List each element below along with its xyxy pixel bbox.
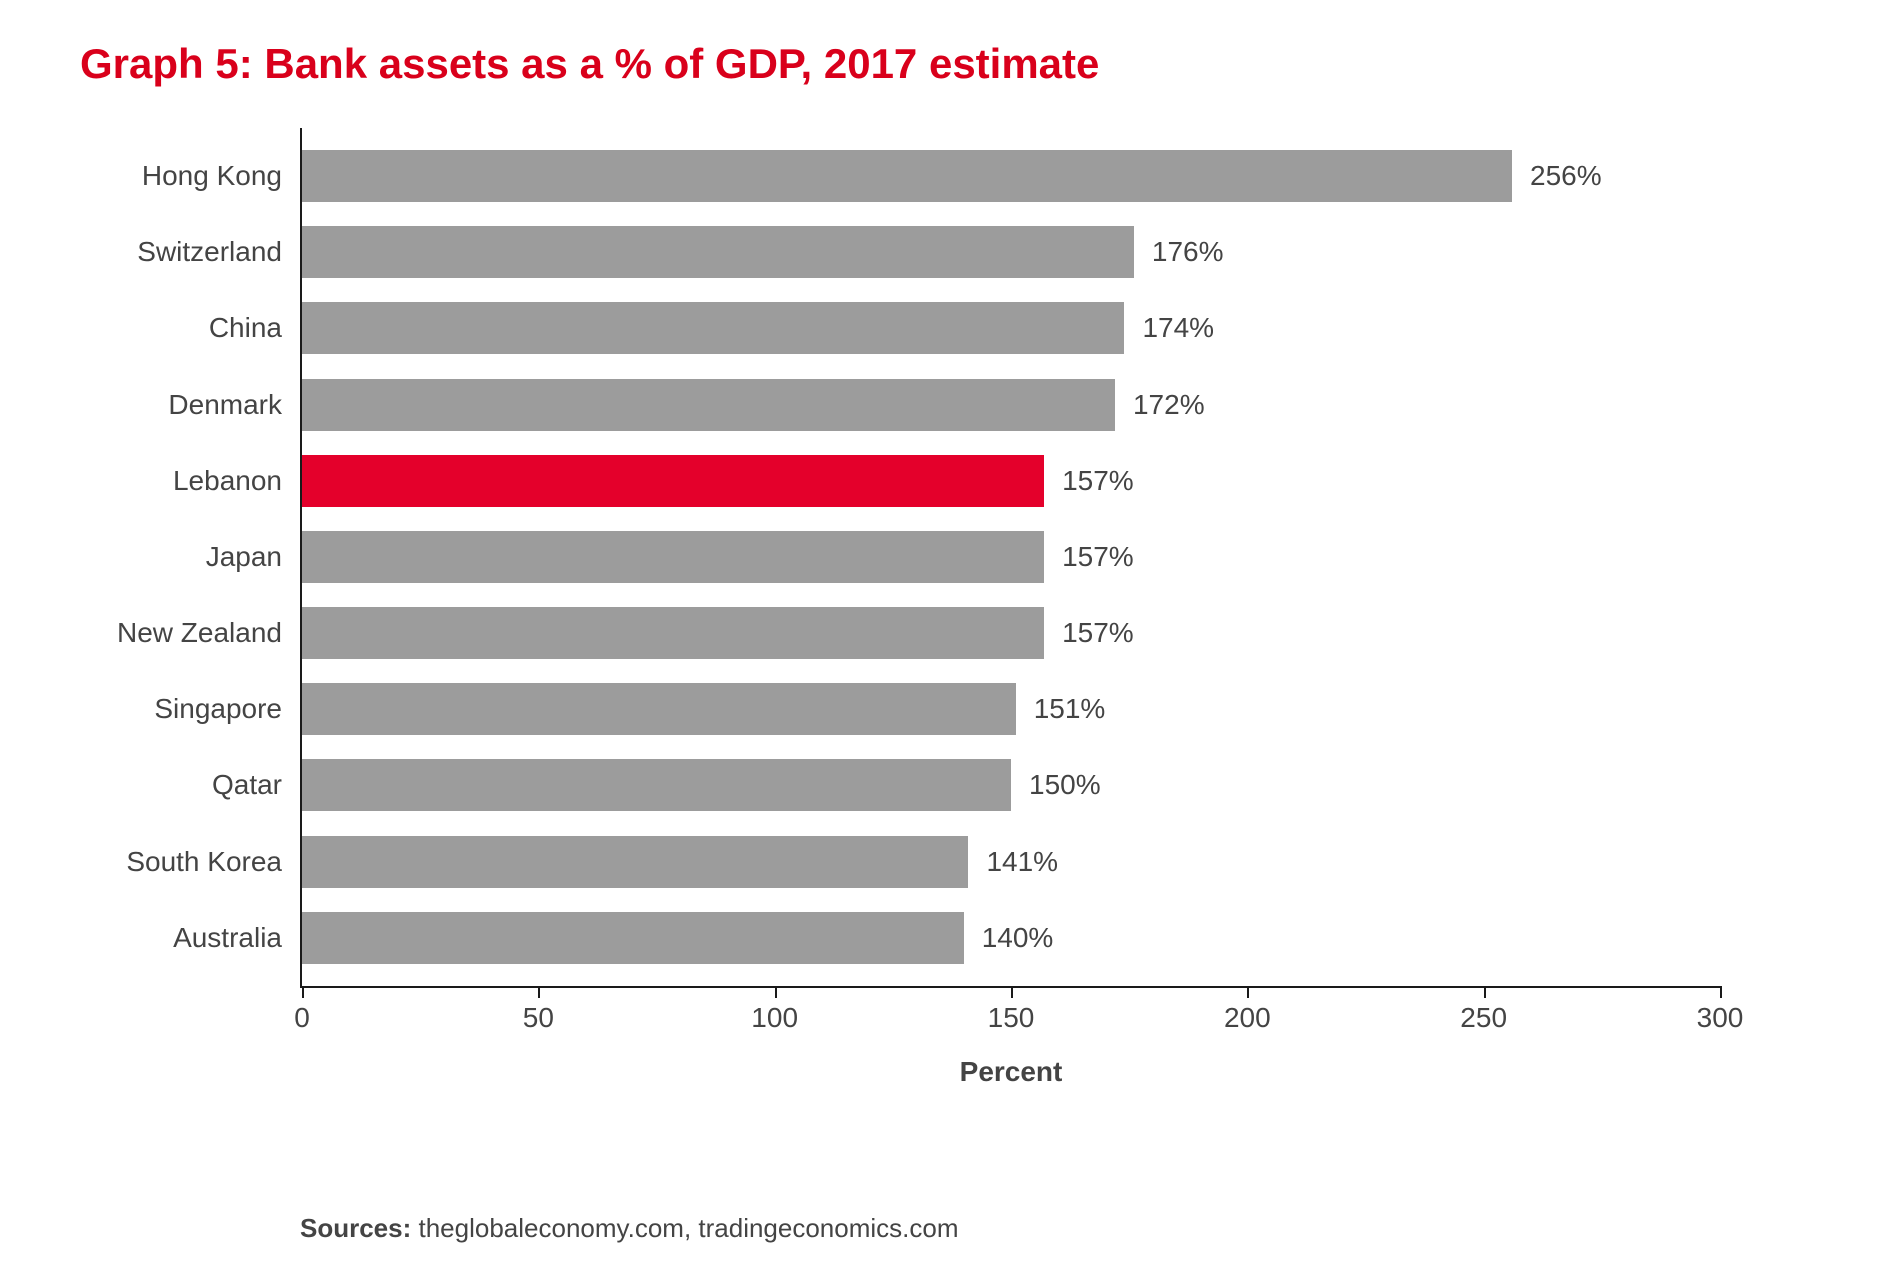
tick-label: 250 (1460, 1002, 1507, 1034)
chart-title: Graph 5: Bank assets as a % of GDP, 2017… (80, 40, 1820, 88)
value-label: 150% (1011, 769, 1101, 801)
tick-mark (775, 986, 777, 998)
bar-row: Hong Kong256% (302, 150, 1720, 202)
category-label: Lebanon (173, 465, 302, 497)
bar: 151% (302, 683, 1016, 735)
tick-mark (538, 986, 540, 998)
category-label: Hong Kong (142, 160, 302, 192)
tick-label: 200 (1224, 1002, 1271, 1034)
category-label: South Korea (126, 846, 302, 878)
bar: 157% (302, 531, 1044, 583)
bar: 256% (302, 150, 1512, 202)
value-label: 157% (1044, 617, 1134, 649)
category-label: Singapore (154, 693, 302, 725)
bar: 172% (302, 379, 1115, 431)
bar: 140% (302, 912, 964, 964)
value-label: 151% (1016, 693, 1106, 725)
tick-mark (1011, 986, 1013, 998)
tick-mark (1247, 986, 1249, 998)
value-label: 157% (1044, 541, 1134, 573)
bar: 157% (302, 455, 1044, 507)
category-label: Japan (206, 541, 302, 573)
category-label: Australia (173, 922, 302, 954)
bar: 176% (302, 226, 1134, 278)
bar-row: Switzerland176% (302, 226, 1720, 278)
tick-label: 150 (988, 1002, 1035, 1034)
tick-label: 50 (523, 1002, 554, 1034)
bar-row: Japan157% (302, 531, 1720, 583)
tick-mark (1720, 986, 1722, 998)
tick-label: 300 (1697, 1002, 1744, 1034)
value-label: 176% (1134, 236, 1224, 268)
bar-row: Singapore151% (302, 683, 1720, 735)
value-label: 140% (964, 922, 1054, 954)
bar: 141% (302, 836, 968, 888)
value-label: 172% (1115, 389, 1205, 421)
x-axis-ticks: 050100150200250300 (302, 986, 1720, 1036)
tick-label: 100 (751, 1002, 798, 1034)
category-label: China (209, 312, 302, 344)
bars-group: Hong Kong256% Switzerland176% China174% Den… (302, 138, 1720, 976)
sources-text: theglobaleconomy.com, tradingeconomics.c… (419, 1213, 959, 1243)
category-label: Denmark (168, 389, 302, 421)
bar: 157% (302, 607, 1044, 659)
bar-row: New Zealand157% (302, 607, 1720, 659)
bar-row: Lebanon157% (302, 455, 1720, 507)
bar-row: China174% (302, 302, 1720, 354)
tick-mark (302, 986, 304, 998)
tick-mark (1484, 986, 1486, 998)
sources-label: Sources: (300, 1213, 411, 1243)
x-axis-label: Percent (302, 1056, 1720, 1088)
value-label: 157% (1044, 465, 1134, 497)
bar-row: South Korea141% (302, 836, 1720, 888)
tick-label: 0 (294, 1002, 310, 1034)
value-label: 174% (1124, 312, 1214, 344)
value-label: 141% (968, 846, 1058, 878)
bar-row: Denmark172% (302, 379, 1720, 431)
category-label: New Zealand (117, 617, 302, 649)
sources-line: Sources: theglobaleconomy.com, tradingec… (300, 1213, 959, 1244)
category-label: Switzerland (137, 236, 302, 268)
bar: 174% (302, 302, 1124, 354)
category-label: Qatar (212, 769, 302, 801)
bar-row: Qatar150% (302, 759, 1720, 811)
bar-row: Australia140% (302, 912, 1720, 964)
value-label: 256% (1512, 160, 1602, 192)
plot-area: Hong Kong256% Switzerland176% China174% Den… (300, 128, 1720, 988)
chart-container: Graph 5: Bank assets as a % of GDP, 2017… (0, 0, 1880, 1274)
chart-area: Hong Kong256% Switzerland176% China174% Den… (300, 128, 1720, 1108)
bar: 150% (302, 759, 1011, 811)
